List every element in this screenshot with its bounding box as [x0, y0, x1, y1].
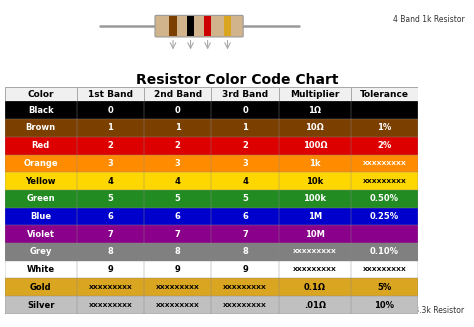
- Bar: [179, 291, 186, 311]
- Text: XXXXXXXXX: XXXXXXXXX: [156, 285, 200, 290]
- Text: Color: Color: [27, 90, 54, 98]
- Text: Green: Green: [27, 194, 55, 203]
- Text: 4: 4: [175, 177, 181, 186]
- FancyBboxPatch shape: [155, 290, 243, 312]
- Text: 9: 9: [108, 265, 113, 274]
- Text: Multiplier: Multiplier: [290, 90, 339, 98]
- Text: 0.50%: 0.50%: [370, 194, 399, 203]
- Text: 2%: 2%: [377, 141, 392, 150]
- Text: 1%: 1%: [377, 123, 392, 132]
- Text: 4: 4: [242, 177, 248, 186]
- Text: 0.1Ω: 0.1Ω: [304, 283, 326, 292]
- Bar: [169, 16, 177, 36]
- Text: XXXXXXXXX: XXXXXXXXX: [89, 302, 132, 308]
- Text: 7: 7: [108, 230, 113, 239]
- Text: XXXXXXXXX: XXXXXXXXX: [363, 161, 406, 166]
- Text: XXXXXXXXX: XXXXXXXXX: [223, 285, 267, 290]
- FancyBboxPatch shape: [155, 15, 243, 37]
- Text: XXXXXXXXX: XXXXXXXXX: [363, 179, 406, 183]
- Text: White: White: [27, 265, 55, 274]
- Text: 1Ω: 1Ω: [308, 106, 321, 115]
- Text: 5 Band 3.3k Resistor: 5 Band 3.3k Resistor: [385, 306, 465, 315]
- Text: 10Ω: 10Ω: [305, 123, 324, 132]
- Text: Orange: Orange: [23, 159, 58, 168]
- Text: XXXXXXXXX: XXXXXXXXX: [89, 285, 132, 290]
- Text: Yellow: Yellow: [26, 177, 56, 186]
- Text: Blue: Blue: [30, 212, 51, 221]
- Text: 3rd Band: 3rd Band: [222, 90, 268, 98]
- Text: 6: 6: [175, 212, 181, 221]
- Text: 3: 3: [175, 159, 181, 168]
- Text: 100k: 100k: [303, 194, 326, 203]
- Text: 7: 7: [175, 230, 181, 239]
- Text: 1: 1: [242, 123, 248, 132]
- Text: 9: 9: [175, 265, 181, 274]
- Text: 0.10%: 0.10%: [370, 248, 399, 256]
- Text: Gold: Gold: [30, 283, 52, 292]
- Text: 6: 6: [242, 212, 248, 221]
- Text: XXXXXXXXX: XXXXXXXXX: [293, 250, 337, 254]
- Text: 5: 5: [242, 194, 248, 203]
- Text: 4: 4: [108, 177, 113, 186]
- Text: 5%: 5%: [377, 283, 392, 292]
- Text: XXXXXXXXX: XXXXXXXXX: [363, 267, 406, 272]
- Text: 8: 8: [175, 248, 181, 256]
- Text: XXXXXXXXX: XXXXXXXXX: [156, 302, 200, 308]
- Text: 1k: 1k: [309, 159, 320, 168]
- Text: 0: 0: [175, 106, 181, 115]
- Text: 2nd Band: 2nd Band: [154, 90, 202, 98]
- Text: 5: 5: [108, 194, 113, 203]
- Text: Red: Red: [32, 141, 50, 150]
- Text: 1: 1: [108, 123, 113, 132]
- Text: 7: 7: [242, 230, 248, 239]
- Text: 2: 2: [175, 141, 181, 150]
- Text: 3: 3: [108, 159, 113, 168]
- Text: 6: 6: [108, 212, 113, 221]
- Text: Violet: Violet: [27, 230, 55, 239]
- Text: 8: 8: [242, 248, 248, 256]
- Text: Tolerance: Tolerance: [360, 90, 409, 98]
- Text: XXXXXXXXX: XXXXXXXXX: [223, 302, 267, 308]
- Bar: [222, 291, 228, 311]
- Text: 8: 8: [108, 248, 113, 256]
- Text: 2: 2: [242, 141, 248, 150]
- Text: .01Ω: .01Ω: [304, 301, 326, 310]
- Text: Grey: Grey: [29, 248, 52, 256]
- Text: 1: 1: [175, 123, 181, 132]
- Text: 9: 9: [242, 265, 248, 274]
- Bar: [204, 16, 211, 36]
- Text: Black: Black: [28, 106, 54, 115]
- Text: Brown: Brown: [26, 123, 56, 132]
- Bar: [208, 291, 214, 311]
- Text: 1M: 1M: [308, 212, 322, 221]
- Text: 100Ω: 100Ω: [302, 141, 327, 150]
- Text: Silver: Silver: [27, 301, 55, 310]
- Text: 5: 5: [175, 194, 181, 203]
- Bar: [193, 291, 200, 311]
- Text: 1st Band: 1st Band: [88, 90, 133, 98]
- Text: 0.25%: 0.25%: [370, 212, 399, 221]
- Text: XXXXXXXXX: XXXXXXXXX: [293, 267, 337, 272]
- Text: 2: 2: [108, 141, 113, 150]
- Text: Resistor Color Code Chart: Resistor Color Code Chart: [136, 73, 338, 87]
- Bar: [187, 16, 194, 36]
- Bar: [224, 16, 231, 36]
- Text: 4 Band 1k Resistor: 4 Band 1k Resistor: [393, 15, 465, 24]
- Bar: [165, 291, 172, 311]
- Text: 0: 0: [242, 106, 248, 115]
- Text: 10%: 10%: [374, 301, 394, 310]
- Text: 3: 3: [242, 159, 248, 168]
- Text: 10k: 10k: [306, 177, 323, 186]
- Text: 0: 0: [108, 106, 113, 115]
- Text: 10M: 10M: [305, 230, 325, 239]
